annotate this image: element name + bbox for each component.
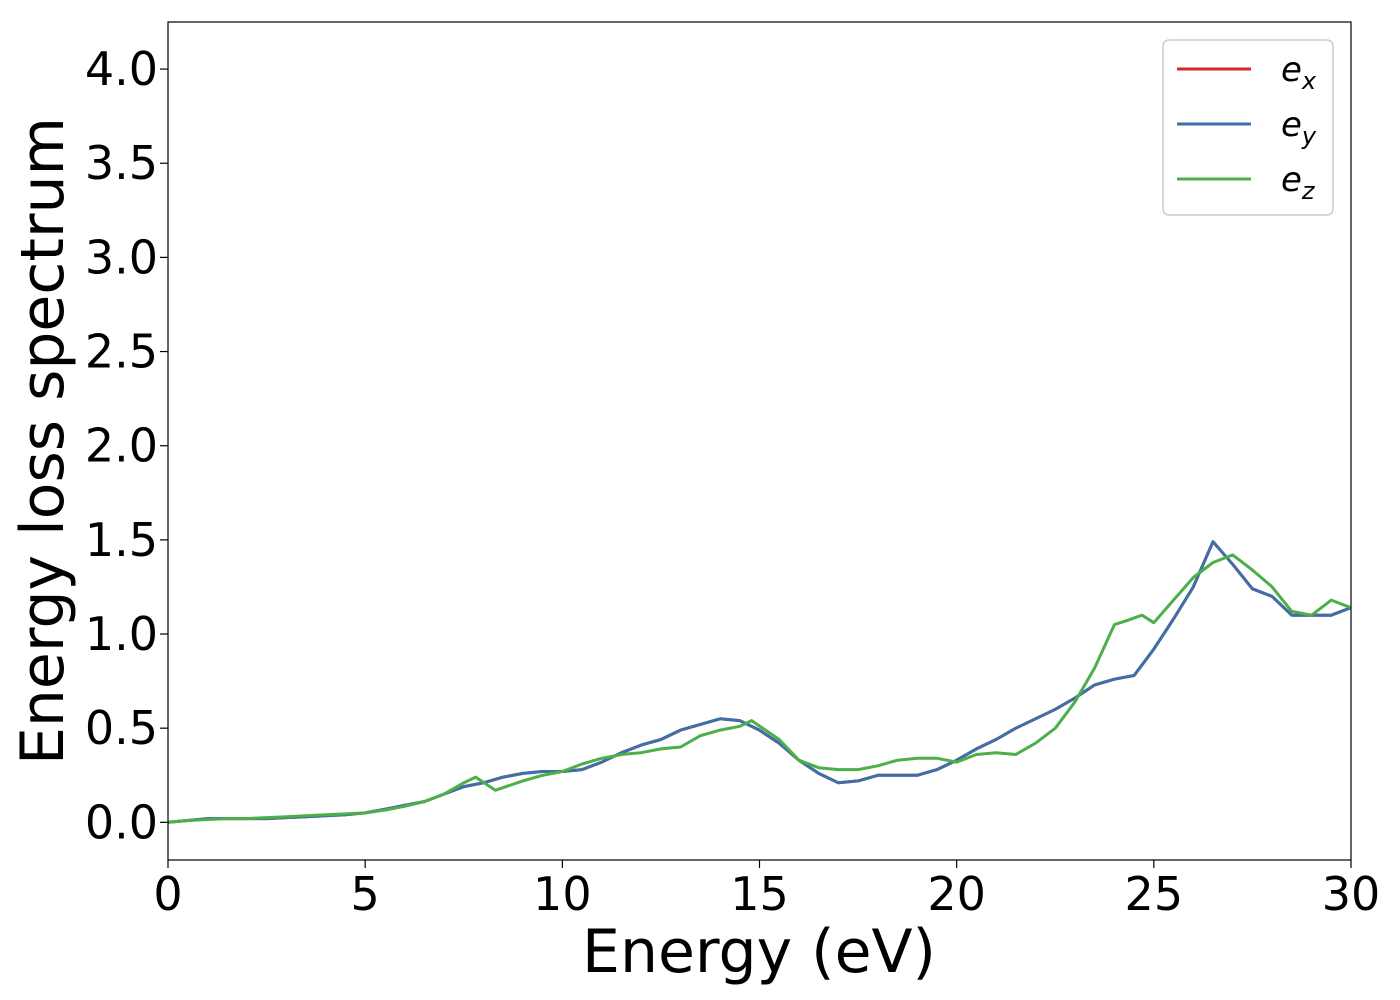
x-tick-label: 20 [927,867,986,921]
series-line-ey [168,540,1351,824]
x-tick-label: 15 [730,867,789,921]
y-tick-label: 1.5 [85,513,158,567]
y-tick-label: 2.0 [85,419,158,473]
legend-label-ez: ez [1281,160,1316,205]
series-line-ez [168,553,1351,824]
y-tick-label: 3.0 [85,230,158,284]
y-axis-ticks: 0.0 0.5 1.0 1.5 2.0 2.5 3.0 3.5 4.0 [85,42,168,849]
x-tick-label: 5 [351,867,380,921]
legend: ex ey ez [1162,39,1334,216]
legend-label-ex: ex [1281,50,1317,95]
y-tick-label: 0.5 [85,701,158,755]
x-tick-label: 10 [533,867,592,921]
y-tick-label: 2.5 [85,325,158,379]
y-tick-label: 1.0 [85,607,158,661]
y-tick-label: 4.0 [85,42,158,96]
x-tick-label: 25 [1125,867,1184,921]
x-axis-label: Energy (eV) [582,917,936,987]
y-tick-label: 0.0 [85,795,158,849]
x-tick-label: 0 [153,867,182,921]
x-axis-ticks: 0 5 10 15 20 25 30 [153,860,1380,921]
y-tick-label: 3.5 [85,136,158,190]
series-line-ex [168,540,1351,824]
y-axis-label: Energy loss spectrum [8,117,78,765]
x-tick-label: 30 [1322,867,1381,921]
legend-box [1162,39,1334,216]
legend-label-ey: ey [1281,105,1317,150]
